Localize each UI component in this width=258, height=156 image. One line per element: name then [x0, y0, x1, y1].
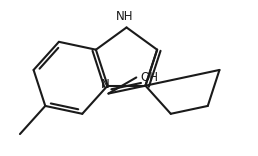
Text: NH: NH	[116, 10, 133, 23]
Text: N: N	[101, 78, 110, 91]
Text: OH: OH	[140, 71, 158, 84]
